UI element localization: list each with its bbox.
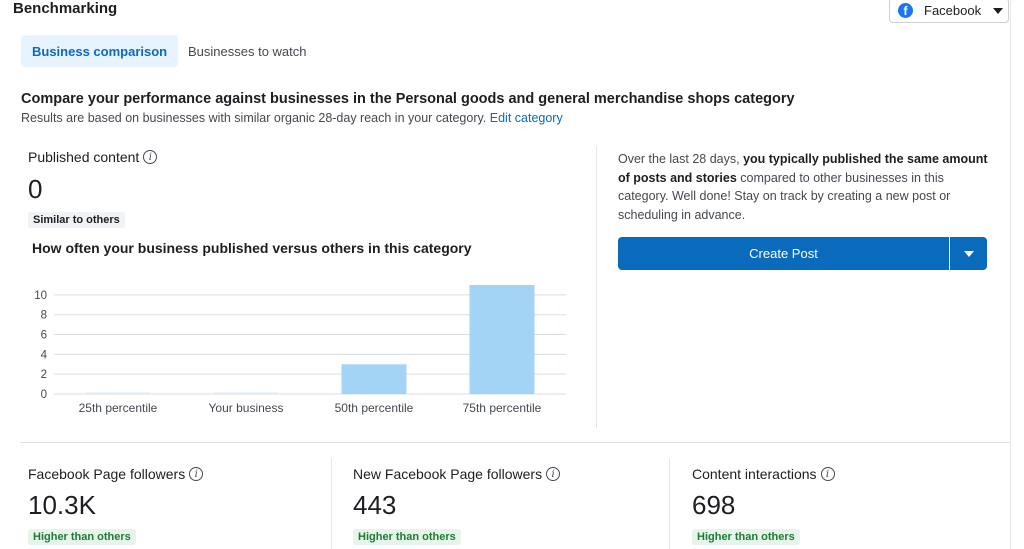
published-content-label-text: Published content — [28, 149, 140, 165]
x-tick-label: 25th percentile — [79, 401, 158, 415]
info-icon[interactable]: i — [820, 467, 835, 481]
comparison-subtext-text: Results are based on businesses with sim… — [21, 111, 487, 125]
create-post-button[interactable]: Create Post — [618, 237, 949, 270]
info-icon[interactable]: i — [143, 150, 158, 164]
metric-label: New Facebook Page followers i — [353, 466, 561, 482]
metric-label-text: Content interactions — [692, 466, 817, 482]
insight-bold: you typically published the same amount … — [618, 152, 988, 185]
chevron-down-icon — [963, 250, 974, 257]
status-badge: Similar to others — [28, 212, 125, 228]
bar-25th-percentile[interactable] — [85, 392, 151, 395]
tab-businesses-to-watch[interactable]: Businesses to watch — [188, 43, 307, 59]
divider — [596, 146, 597, 428]
comparison-subtext: Results are based on businesses with sim… — [21, 111, 563, 125]
metric-value: 698 — [692, 490, 736, 520]
divider — [20, 442, 1010, 443]
edit-category-link[interactable]: Edit category — [489, 111, 563, 125]
published-content-value: 0 — [28, 174, 43, 204]
facebook-icon: f — [898, 3, 913, 18]
insight-text: Over the last 28 days, you typically pub… — [618, 150, 988, 224]
platform-select-label: Facebook — [924, 3, 982, 18]
divider — [331, 458, 332, 549]
chart-heading: How often your business published versus… — [32, 240, 472, 256]
metric-label-text: Facebook Page followers — [28, 466, 186, 482]
x-tick-label: 50th percentile — [335, 401, 414, 415]
y-tick-label: 10 — [34, 290, 47, 302]
info-icon[interactable]: i — [546, 467, 561, 481]
y-tick-label: 6 — [41, 330, 47, 342]
insight-post: compared to other businesses in this cat… — [618, 170, 951, 222]
published-content-label: Published content i — [28, 149, 158, 165]
bar-50th-percentile[interactable] — [341, 364, 407, 394]
published-content-chart: 0 2 4 6 8 10 25th percentile Your business 50th … — [34, 285, 566, 415]
metric-value: 10.3K — [28, 490, 96, 520]
x-tick-label: Your business — [209, 401, 284, 415]
page-title: Benchmarking — [13, 0, 118, 17]
y-tick-label: 2 — [41, 369, 47, 381]
status-badge: Higher than others — [692, 529, 800, 545]
bar-your-business[interactable] — [213, 392, 279, 395]
metric-label-text: New Facebook Page followers — [353, 466, 543, 482]
x-tick-label: 75th percentile — [463, 401, 542, 415]
tab-business-comparison[interactable]: Business comparison — [21, 35, 179, 67]
metric-label: Content interactions i — [692, 466, 835, 482]
platform-select[interactable]: f Facebook — [889, 0, 1009, 23]
y-tick-label: 8 — [41, 310, 47, 322]
divider — [669, 458, 670, 549]
bar-75th-percentile[interactable] — [469, 285, 535, 394]
chevron-down-icon — [993, 7, 1004, 14]
insight-pre: Over the last 28 days, — [618, 152, 740, 166]
info-icon[interactable]: i — [189, 467, 204, 481]
metric-label: Facebook Page followers i — [28, 466, 204, 482]
metric-value: 443 — [353, 490, 397, 520]
create-post-dropdown-button[interactable] — [950, 237, 987, 270]
y-tick-label: 0 — [41, 389, 47, 401]
comparison-heading: Compare your performance against busines… — [21, 91, 795, 107]
panel-border — [1010, 0, 1011, 549]
status-badge: Higher than others — [353, 529, 461, 545]
y-tick-label: 4 — [41, 349, 48, 361]
status-badge: Higher than others — [28, 529, 136, 545]
